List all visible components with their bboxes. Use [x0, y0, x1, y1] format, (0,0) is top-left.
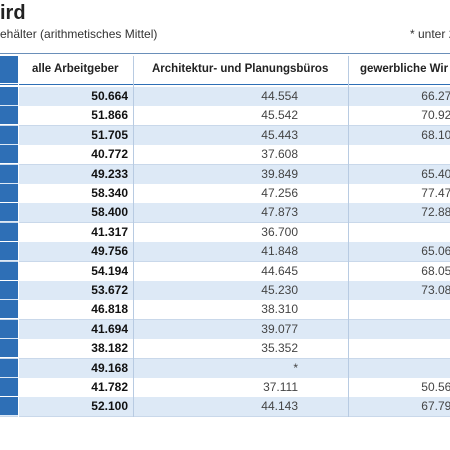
rule: [0, 84, 450, 85]
cell: 65.402: [421, 166, 450, 181]
cell: 38.310: [261, 302, 298, 317]
row-stub: [0, 339, 18, 358]
cell: 51.705: [91, 127, 128, 142]
column-divider: [348, 56, 349, 417]
cell: 44.143: [261, 399, 298, 414]
cell: 47.256: [261, 186, 298, 200]
row-stub: [0, 319, 18, 338]
cell: 45.542: [261, 108, 298, 123]
cell: 45.443: [261, 127, 298, 142]
cell: 41.782: [91, 380, 128, 394]
cell: *: [368, 223, 450, 242]
cell: 52.100: [91, 399, 128, 414]
cell: 66.274: [421, 89, 450, 103]
row-stub: [0, 242, 18, 261]
cell: 51.866: [91, 108, 128, 123]
cell: 68.053: [421, 263, 450, 278]
row-stub: [0, 106, 18, 125]
column-divider: [18, 56, 19, 417]
title: ird: [0, 2, 26, 24]
subtitle: ehälter (arithmetisches Mittel): [0, 27, 158, 41]
cell: 65.062: [421, 244, 450, 259]
cell: 72.887: [421, 205, 450, 220]
cell: 39.849: [261, 166, 298, 181]
stub-header: [0, 56, 18, 83]
cell: *: [368, 300, 450, 319]
note: * unter 2: [410, 27, 450, 41]
cell: 44.554: [261, 89, 298, 103]
cell: 77.474: [421, 186, 450, 200]
row-stub: [0, 358, 18, 377]
row-stub: [0, 378, 18, 396]
cell: 38.182: [91, 341, 128, 356]
row-stub: [0, 125, 18, 144]
cell: 41.317: [91, 224, 128, 239]
row-stub: [0, 222, 18, 241]
cell: *: [293, 360, 298, 375]
cell: 49.233: [91, 166, 128, 181]
cell: 58.400: [91, 205, 128, 220]
row-stub: [0, 145, 18, 164]
column-divider: [133, 56, 134, 417]
cell: 68.108: [421, 127, 450, 142]
cell: 41.848: [261, 244, 298, 259]
cell: *: [368, 145, 450, 164]
cell: 49.168: [91, 360, 128, 375]
cell: 41.694: [91, 321, 128, 336]
cell: 39.077: [261, 321, 298, 336]
row-bg: [0, 397, 450, 418]
cell: 44.645: [261, 263, 298, 278]
row-stub: [0, 281, 18, 299]
cell: 37.608: [261, 147, 298, 162]
row-stub: [0, 164, 18, 183]
row-stub: [0, 300, 18, 319]
cell: 45.230: [261, 283, 298, 297]
column-header: alle Arbeitgeber: [32, 63, 119, 75]
cell: 58.340: [91, 186, 128, 200]
cell: 40.772: [91, 147, 128, 162]
row-stub: [0, 203, 18, 222]
cell: 54.194: [91, 263, 128, 278]
cell: 35.352: [261, 341, 298, 356]
cell: 73.088: [421, 283, 450, 297]
column-header: gewerbliche Wir: [360, 63, 449, 75]
cell: 50.560: [421, 380, 450, 394]
row-stub: [0, 261, 18, 280]
cell: 47.873: [261, 205, 298, 220]
cell: 67.795: [421, 399, 450, 414]
cell: *: [368, 320, 450, 339]
row-stub: [0, 87, 18, 105]
rule: [0, 53, 450, 54]
row-stub: [0, 397, 18, 416]
row-stub: [0, 184, 18, 202]
cell: 50.664: [91, 89, 128, 103]
cell: 53.672: [91, 283, 128, 297]
cell: 49.756: [91, 244, 128, 259]
cell: *: [368, 359, 450, 378]
cell: *: [368, 339, 450, 358]
cell: 46.818: [91, 302, 128, 317]
column-header: Architektur- und Planungsbüros: [152, 63, 329, 75]
cell: 70.927: [421, 108, 450, 123]
cell: 37.111: [263, 380, 298, 394]
cell: 36.700: [261, 224, 298, 239]
